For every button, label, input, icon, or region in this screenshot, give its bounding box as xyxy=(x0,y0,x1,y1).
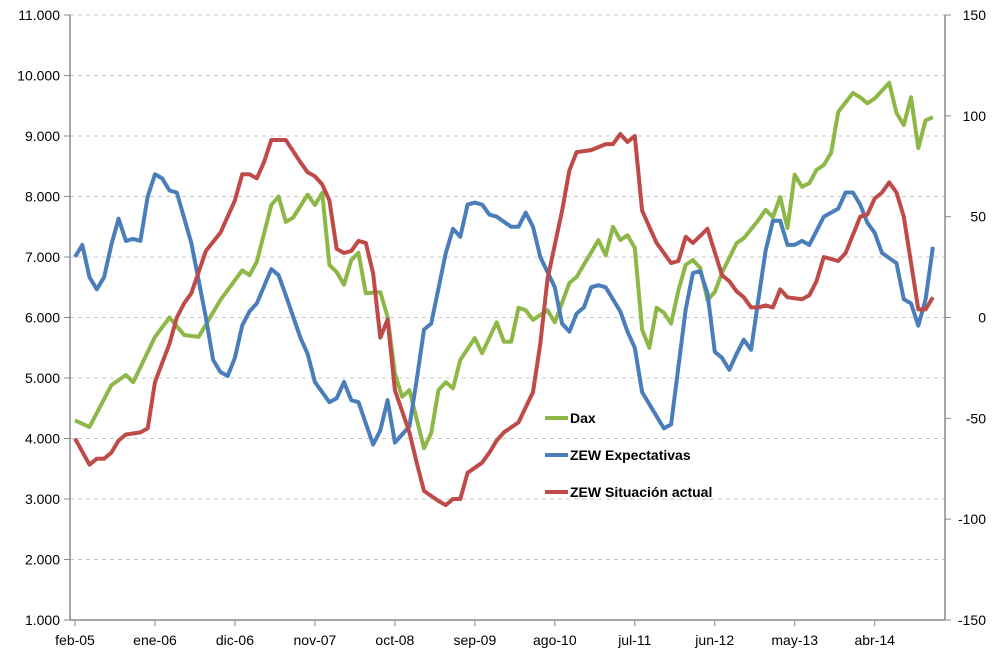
x-axis-ticks: feb-05 ene-06 dic-06 nov-07 oct-08 sep-09 ago-… xyxy=(55,620,895,648)
legend-label-dax: Dax xyxy=(570,410,596,426)
series-line xyxy=(73,132,935,508)
right-tick-label: -50 xyxy=(966,410,986,426)
left-tick-label: 5.000 xyxy=(25,370,60,386)
x-tick-label: ene-06 xyxy=(133,632,177,648)
right-tick-label: 50 xyxy=(970,209,986,225)
left-axis-ticks: 1.000 2.000 3.000 4.000 5.000 6.000 7.000 8.000… xyxy=(17,7,70,628)
left-tick-label: 7.000 xyxy=(25,249,60,265)
x-tick-label: feb-05 xyxy=(55,632,95,648)
x-tick-label: ago-10 xyxy=(533,632,577,648)
left-tick-label: 4.000 xyxy=(25,431,60,447)
series-dax xyxy=(74,80,934,451)
legend: Dax ZEW Expectativas ZEW Situación actua… xyxy=(545,410,712,500)
series-zew-expectativas xyxy=(73,172,935,447)
left-tick-label: 10.000 xyxy=(17,68,60,84)
series-lines xyxy=(73,80,935,508)
x-tick-label: oct-08 xyxy=(375,632,414,648)
left-tick-label: 11.000 xyxy=(18,7,60,23)
x-tick-label: dic-06 xyxy=(216,632,254,648)
x-tick-label: abr-14 xyxy=(854,632,895,648)
x-tick-label: jun-12 xyxy=(694,632,734,648)
legend-label-zew-situacion: ZEW Situación actual xyxy=(570,484,712,500)
right-tick-label: -100 xyxy=(958,511,986,527)
gridlines xyxy=(70,14,945,560)
legend-label-zew-expectativas: ZEW Expectativas xyxy=(570,447,691,463)
left-tick-label: 2.000 xyxy=(25,552,60,568)
right-tick-label: -150 xyxy=(958,612,986,628)
left-tick-label: 3.000 xyxy=(25,491,60,507)
left-tick-label: 6.000 xyxy=(25,310,60,326)
right-tick-label: 150 xyxy=(963,7,987,23)
legend-item-zew-expectativas: ZEW Expectativas xyxy=(545,447,691,463)
right-tick-label: 100 xyxy=(963,108,987,124)
right-axis-ticks: -150 -100 -50 0 50 100 150 xyxy=(945,7,986,628)
x-tick-label: jul-11 xyxy=(617,632,651,648)
left-tick-label: 1.000 xyxy=(25,612,60,628)
legend-item-dax: Dax xyxy=(545,410,596,426)
series-line xyxy=(74,80,934,451)
series-line xyxy=(73,172,935,447)
x-tick-label: may-13 xyxy=(771,632,818,648)
left-tick-label: 9.000 xyxy=(25,128,60,144)
series-zew-situaci-n-actual xyxy=(73,132,935,508)
left-tick-label: 8.000 xyxy=(25,189,60,205)
x-tick-label: nov-07 xyxy=(294,632,337,648)
legend-item-zew-situacion: ZEW Situación actual xyxy=(545,484,712,500)
right-tick-label: 0 xyxy=(978,310,986,326)
x-tick-label: sep-09 xyxy=(453,632,496,648)
